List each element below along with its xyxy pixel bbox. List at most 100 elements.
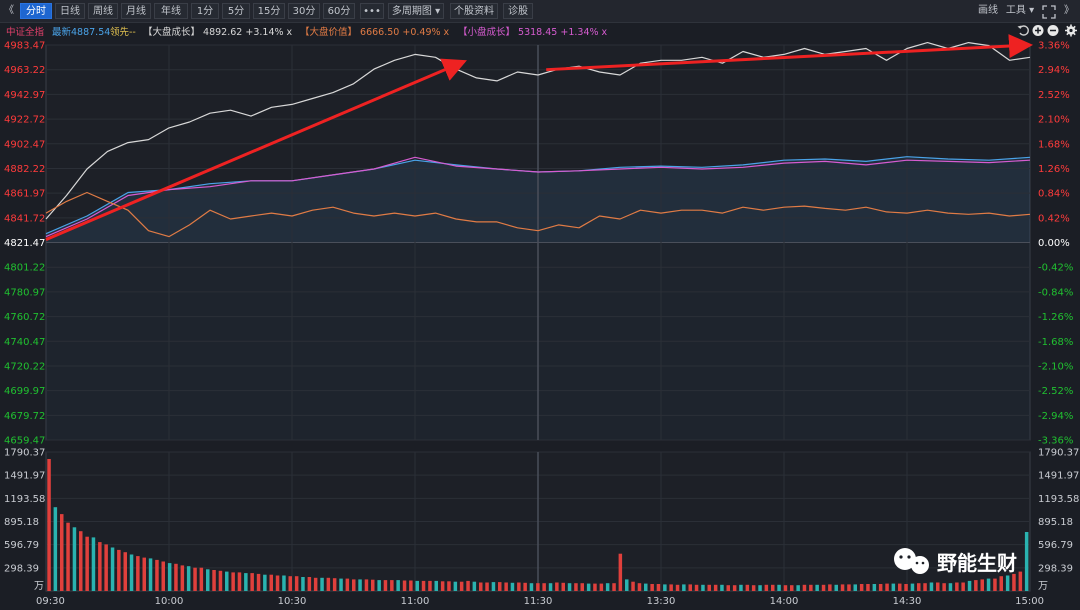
legend: 中证全指 最新4887.54 领先-- 【大盘成长】 4892.62 +3.14… [0,22,1080,38]
legend-value: 6666.50 [360,27,400,38]
volume-bar [123,552,127,591]
settings-icon[interactable] [1065,24,1077,37]
volume-bar [713,584,718,591]
tab-1min[interactable]: 1分 [191,3,219,19]
volume-bar [567,583,572,591]
volume-tick-label: 1790.37 [4,448,45,459]
volume-bar [758,585,762,591]
volume-bar [1012,573,1016,591]
volume-bar [561,582,565,591]
volume-bar [104,544,108,591]
volume-bar [237,572,242,591]
tab-stock-info[interactable]: 个股资料 [450,3,498,19]
volume-bar [231,572,235,591]
volume-bar [421,580,426,591]
tab-60min[interactable]: 60分 [323,3,355,19]
volume-bar [859,584,864,591]
volume-bar [840,584,845,591]
volume-bar [739,584,743,591]
tab-30min[interactable]: 30分 [288,3,320,19]
volume-tick-label-right: 1790.37 [1038,448,1079,459]
volume-bar [796,585,800,591]
volume-bar [872,584,877,591]
legend-change: +3.14% [245,27,284,38]
legend-close-icon[interactable]: x [286,27,293,38]
pct-tick-label: 2.94% [1038,65,1070,76]
volume-bar [212,570,216,591]
volume-tick-label: 596.79 [4,540,39,551]
volume-bar [866,584,870,591]
tab-daily[interactable]: 日线 [55,3,85,19]
toolbar: 《 分时 日线 周线 月线 年线 1分 5分 15分 30分 60分 ••• 多… [0,0,1080,23]
volume-bar [948,583,953,591]
tab-intraday[interactable]: 分时 [20,3,52,19]
volume-bar [186,566,191,591]
volume-bar [326,577,331,591]
tab-15min[interactable]: 15分 [253,3,285,19]
volume-bar [364,579,369,591]
volume-bar [929,582,934,591]
tab-weekly[interactable]: 周线 [88,3,118,19]
volume-unit-label: 万 [34,581,44,592]
multi-period-dropdown[interactable]: 多周期图 ▾ [388,3,444,19]
time-label: 13:30 [647,596,676,607]
zoom-out-icon[interactable] [1047,25,1059,36]
tools-dropdown[interactable]: 工具 ▾ [1005,5,1035,16]
volume-bar [605,583,610,591]
pct-tick-label: 0.84% [1038,189,1070,200]
volume-bar [85,536,89,591]
tab-5min[interactable]: 5分 [222,3,250,19]
volume-bar [174,563,178,591]
volume-bar [117,549,121,591]
volume-bar [751,585,756,591]
price-tick-label: 4841.72 [4,213,45,224]
pct-tick-label: 1.26% [1038,164,1070,175]
volume-bar [707,584,711,591]
fullscreen-icon[interactable] [1042,4,1056,19]
legend-close-icon[interactable]: x [443,27,450,38]
volume-bar [371,579,375,591]
volume-bar [923,583,927,591]
volume-bar [536,583,540,591]
volume-bar [79,531,83,591]
zoom-in-icon[interactable] [1032,25,1044,36]
volume-bar [66,522,70,591]
volume-bar [136,556,140,591]
volume-tick-label-right: 1491.97 [1038,471,1079,482]
pct-tick-label: -2.10% [1038,361,1073,372]
price-tick-label: 4902.47 [4,139,45,150]
legend-close-icon[interactable]: x [601,27,608,38]
volume-bar [390,580,394,591]
volume-unit-label-right: 万 [1038,581,1048,592]
price-tick-label: 4821.47 [4,238,45,249]
volume-bar [485,582,489,591]
collapse-left-icon[interactable]: 《 [4,5,14,16]
volume-bar [472,581,477,591]
volume-bar [180,565,185,591]
pct-tick-label: 1.68% [1038,139,1070,150]
time-label: 14:30 [893,596,922,607]
price-tick-label: 4922.72 [4,115,45,126]
more-periods-button[interactable]: ••• [360,3,384,19]
volume-bar [377,580,381,591]
volume-bar [555,582,559,591]
tab-monthly[interactable]: 月线 [121,3,151,19]
volume-bar [466,580,470,591]
volume-bar [974,580,978,591]
volume-tick-label-right: 298.39 [1038,563,1073,574]
volume-tick-label: 1491.97 [4,471,45,482]
volume-bar [542,583,546,591]
volume-bar [320,577,324,591]
draw-line-button[interactable]: 画线 [978,5,998,16]
volume-bar [574,583,578,591]
collapse-right-icon[interactable]: 》 [1064,5,1074,16]
volume-bar [244,573,248,591]
tab-yearly[interactable]: 年线 [154,3,188,19]
volume-bar [783,585,788,591]
trend-arrow [45,58,467,241]
tab-diagnose[interactable]: 诊股 [503,3,533,19]
volume-bar [155,559,159,591]
volume-bar [726,585,730,591]
price-tick-label: 4801.22 [4,263,45,274]
series-line-large-value [45,191,1031,238]
